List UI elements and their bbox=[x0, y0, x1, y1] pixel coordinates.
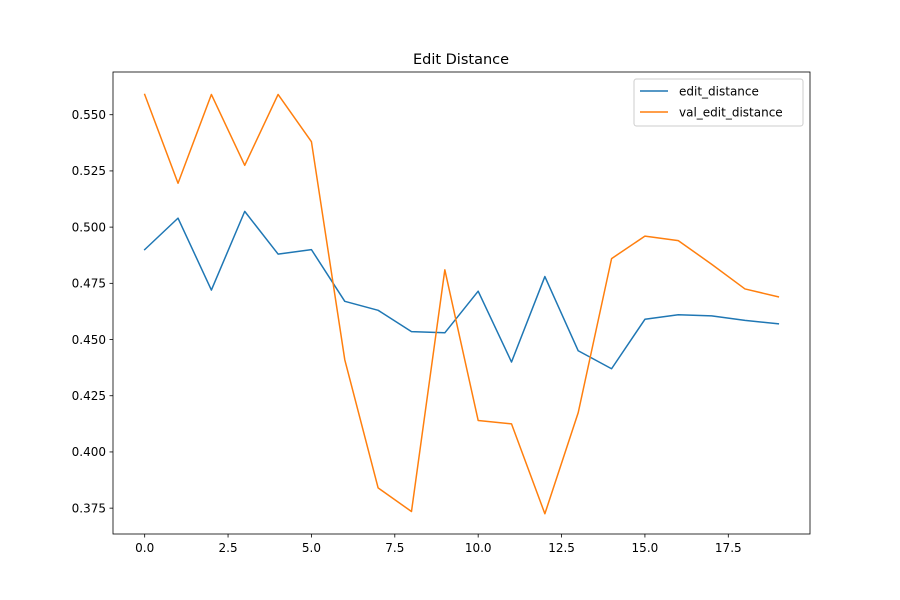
x-tick-label: 10.0 bbox=[465, 541, 492, 555]
legend-label-val_edit_distance: val_edit_distance bbox=[679, 105, 783, 119]
x-tick-label: 2.5 bbox=[219, 541, 238, 555]
series-line-val_edit_distance bbox=[143, 93, 780, 515]
legend-label-edit_distance: edit_distance bbox=[679, 84, 759, 98]
y-tick-label: 0.425 bbox=[72, 389, 106, 403]
y-tick-label: 0.500 bbox=[72, 220, 106, 234]
y-tick-label: 0.475 bbox=[72, 277, 106, 291]
legend-box bbox=[633, 78, 804, 127]
x-tick-label: 5.0 bbox=[302, 541, 321, 555]
chart-title: Edit Distance bbox=[413, 52, 509, 68]
series-line-edit_distance bbox=[143, 210, 780, 370]
legend: edit_distance val_edit_distance bbox=[633, 78, 804, 127]
plot-frame bbox=[112, 71, 811, 535]
series-layer bbox=[143, 93, 780, 515]
x-tick-label: 15.0 bbox=[632, 541, 659, 555]
x-tick-label: 17.5 bbox=[715, 541, 742, 555]
y-tick-label: 0.375 bbox=[72, 501, 106, 515]
y-axis: 0.375 0.400 0.425 0.450 0.475 0.500 0.525 0.550 bbox=[72, 108, 113, 515]
x-tick-label: 7.5 bbox=[385, 541, 404, 555]
x-tick-label: 0.0 bbox=[135, 541, 154, 555]
y-tick-label: 0.450 bbox=[72, 333, 106, 347]
y-tick-label: 0.400 bbox=[72, 445, 106, 459]
x-axis: 0.0 2.5 5.0 7.5 10.0 12.5 15.0 17.5 bbox=[135, 534, 742, 555]
y-tick-label: 0.550 bbox=[72, 108, 106, 122]
y-tick-label: 0.525 bbox=[72, 164, 106, 178]
x-tick-label: 12.5 bbox=[548, 541, 575, 555]
